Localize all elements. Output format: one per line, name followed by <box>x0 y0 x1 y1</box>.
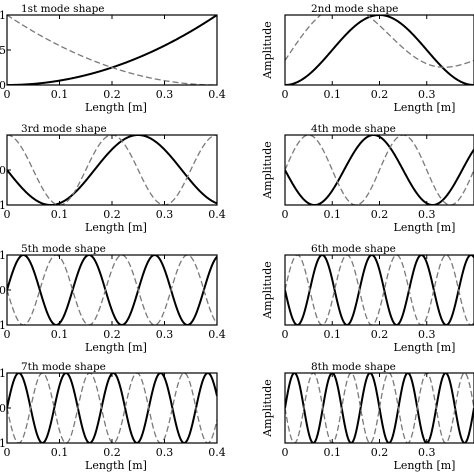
x-axis-label: Length [m] <box>85 101 147 114</box>
x-tick-label: 0.3 <box>418 208 436 221</box>
x-tick-label: 0.4 <box>208 88 226 101</box>
series-solid-line <box>285 373 474 443</box>
x-tick-label: 0.1 <box>324 328 342 341</box>
x-tick-label: 0.3 <box>156 88 174 101</box>
series-solid-line <box>7 135 217 205</box>
y-tick-label: 1 <box>0 319 6 332</box>
y-axis-label: Amplitude <box>261 141 274 200</box>
x-tick-label: 0.4 <box>208 328 226 341</box>
x-tick-label: 0 <box>4 88 11 101</box>
x-tick-label: 0.2 <box>103 88 121 101</box>
x-tick-label: 0.3 <box>156 328 174 341</box>
axes-frame <box>284 14 474 86</box>
axes-frame <box>6 254 218 326</box>
x-tick-label: 0.1 <box>324 208 342 221</box>
x-tick-label: 0.1 <box>51 328 69 341</box>
x-tick-label: 0.3 <box>418 446 436 459</box>
x-tick-label: 0 <box>282 328 289 341</box>
x-tick-label: 0 <box>282 88 289 101</box>
x-tick-label: 0.2 <box>103 328 121 341</box>
x-axis-label: Length [m] <box>394 101 456 114</box>
y-tick-label: 0 <box>0 164 6 177</box>
x-axis-label: Length [m] <box>85 459 147 472</box>
series-solid-line <box>285 255 474 325</box>
x-tick-label: 0.2 <box>103 446 121 459</box>
panel-mode-2: 0 0.1 0.2 0.3 2nd mode shape Length [m] Amplit… <box>261 3 474 114</box>
panel-mode-4: 0 0.1 0.2 0.3 4th mode shape Length [m] Amplit… <box>261 123 474 234</box>
y-tick-label: 1 <box>0 199 6 212</box>
series-dashed-line <box>7 373 217 443</box>
panel-mode-8: 0 0.1 0.2 0.3 8th mode shape Length [m] Amplit… <box>261 361 474 472</box>
panel-mode-6: 0 0.1 0.2 0.3 6th mode shape Length [m] Amplit… <box>261 243 474 354</box>
x-axis-label: Length [m] <box>85 341 147 354</box>
x-tick-label: 0 <box>4 328 11 341</box>
y-tick-label: 1 <box>0 9 6 22</box>
series-solid-line <box>7 373 217 443</box>
axes-frame <box>6 134 218 206</box>
x-tick-label: 0.3 <box>418 88 436 101</box>
series-solid-line <box>7 255 217 325</box>
series-dashed-line <box>285 255 474 325</box>
x-tick-label: 0.3 <box>156 208 174 221</box>
x-tick-label: 0 <box>282 208 289 221</box>
series-dashed-line <box>285 135 474 205</box>
x-tick-label: 0.3 <box>418 328 436 341</box>
y-tick-label: 0 <box>0 284 6 297</box>
y-tick-label: 0 <box>0 79 6 92</box>
x-tick-label: 0.4 <box>208 446 226 459</box>
x-tick-label: 0.1 <box>51 88 69 101</box>
x-tick-label: 0.1 <box>51 208 69 221</box>
panel-title: 6th mode shape <box>311 243 396 255</box>
y-tick-label: 0.5 <box>0 44 6 57</box>
x-tick-label: 0.2 <box>103 208 121 221</box>
y-axis-label: Amplitude <box>261 21 274 80</box>
panel-title: 7th mode shape <box>21 361 106 373</box>
series-dashed-line <box>285 15 474 68</box>
axes-frame <box>6 14 218 86</box>
panel-mode-1: 0 0.1 0.2 0.3 0.4 0 0.5 1 1st mode shape Length [… <box>0 3 226 114</box>
x-tick-label: 0.1 <box>324 88 342 101</box>
x-tick-label: 0.2 <box>371 208 389 221</box>
y-tick-label: 1 <box>0 249 6 262</box>
x-tick-label: 0 <box>4 208 11 221</box>
y-axis-label: Amplitude <box>261 379 274 438</box>
panel-title: 2nd mode shape <box>311 3 398 15</box>
x-tick-label: 0.1 <box>51 446 69 459</box>
panel-title: 1st mode shape <box>21 3 105 15</box>
x-tick-label: 0.2 <box>371 88 389 101</box>
x-axis-label: Length [m] <box>394 221 456 234</box>
series-dashed-line <box>7 135 217 205</box>
x-axis-label: Length [m] <box>85 221 147 234</box>
panel-title: 4th mode shape <box>311 123 396 135</box>
x-tick-label: 0.3 <box>156 446 174 459</box>
panel-title: 8th mode shape <box>311 361 396 373</box>
x-axis-label: Length [m] <box>394 341 456 354</box>
y-tick-label: 0 <box>0 402 6 415</box>
panel-title: 5th mode shape <box>21 243 106 255</box>
series-solid-line <box>7 15 217 85</box>
y-axis-label: Amplitude <box>261 261 274 320</box>
axes-frame <box>284 254 474 326</box>
y-tick-label: 1 <box>0 367 6 380</box>
x-tick-label: 0 <box>282 446 289 459</box>
series-dashed-line <box>7 15 217 85</box>
x-tick-label: 0.2 <box>371 328 389 341</box>
x-tick-label: 0.4 <box>208 208 226 221</box>
x-tick-label: 0.2 <box>371 446 389 459</box>
series-solid-line <box>285 15 474 85</box>
x-axis-label: Length [m] <box>394 459 456 472</box>
series-dashed-line <box>7 255 217 325</box>
axes-frame <box>6 372 218 444</box>
y-tick-label: 1 <box>0 437 6 450</box>
x-tick-label: 0 <box>4 446 11 459</box>
panel-title: 3rd mode shape <box>21 123 107 135</box>
x-tick-label: 0.1 <box>324 446 342 459</box>
